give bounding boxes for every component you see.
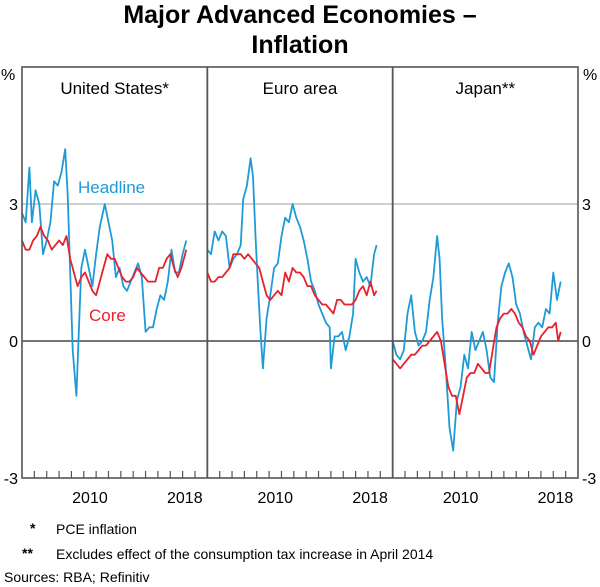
footnote-text-2: Excludes effect of the consumption tax i… <box>56 546 434 562</box>
x-tick-label: 2018 <box>538 490 574 507</box>
series-line-headline-panel-1 <box>21 148 188 397</box>
panel-title-japan: Japan** <box>456 79 516 98</box>
y-tick-label-right: 0 <box>582 334 591 351</box>
x-tick-label: 2010 <box>72 490 108 507</box>
x-tick-label: 2018 <box>167 490 203 507</box>
footnote-text-1: PCE inflation <box>56 521 137 537</box>
y-tick-label-left: 3 <box>9 197 18 214</box>
plot-frame <box>21 66 579 479</box>
series-line-headline-panel-2 <box>206 157 378 370</box>
text-layer: % % United States* Euro area Japan** Hea… <box>1 67 597 507</box>
chart-title-line-1: Major Advanced Economies – <box>123 1 477 29</box>
series-label-core: Core <box>89 306 126 325</box>
x-tick-label: 2018 <box>352 490 388 507</box>
panel-title-united-states: United States* <box>60 79 169 98</box>
x-tick-label: 2010 <box>443 490 479 507</box>
series-layer <box>21 148 562 452</box>
footnote-mark-2: ** <box>22 545 33 561</box>
series-line-headline-panel-3 <box>391 235 562 452</box>
y-tick-label-right: 3 <box>582 197 591 214</box>
chart-title-line-2: Inflation <box>251 31 349 59</box>
x-tick-label: 2010 <box>257 490 293 507</box>
sources-note: Sources: RBA; Refinitiv <box>4 569 150 585</box>
frame-layer <box>21 66 579 479</box>
footnote-mark-1: * <box>30 520 36 536</box>
series-label-headline: Headline <box>78 178 145 197</box>
panel-title-euro-area: Euro area <box>263 79 338 98</box>
y-tick-label-left: 0 <box>9 334 18 351</box>
y-axis-unit-left: % <box>1 67 15 84</box>
y-tick-label-right: -3 <box>582 471 596 488</box>
series-line-core-panel-2 <box>206 253 378 315</box>
y-tick-label-left: -3 <box>4 471 18 488</box>
series-line-core-panel-1 <box>21 225 188 297</box>
y-axis-unit-right: % <box>583 67 597 84</box>
series-line-core-panel-3 <box>392 308 562 416</box>
